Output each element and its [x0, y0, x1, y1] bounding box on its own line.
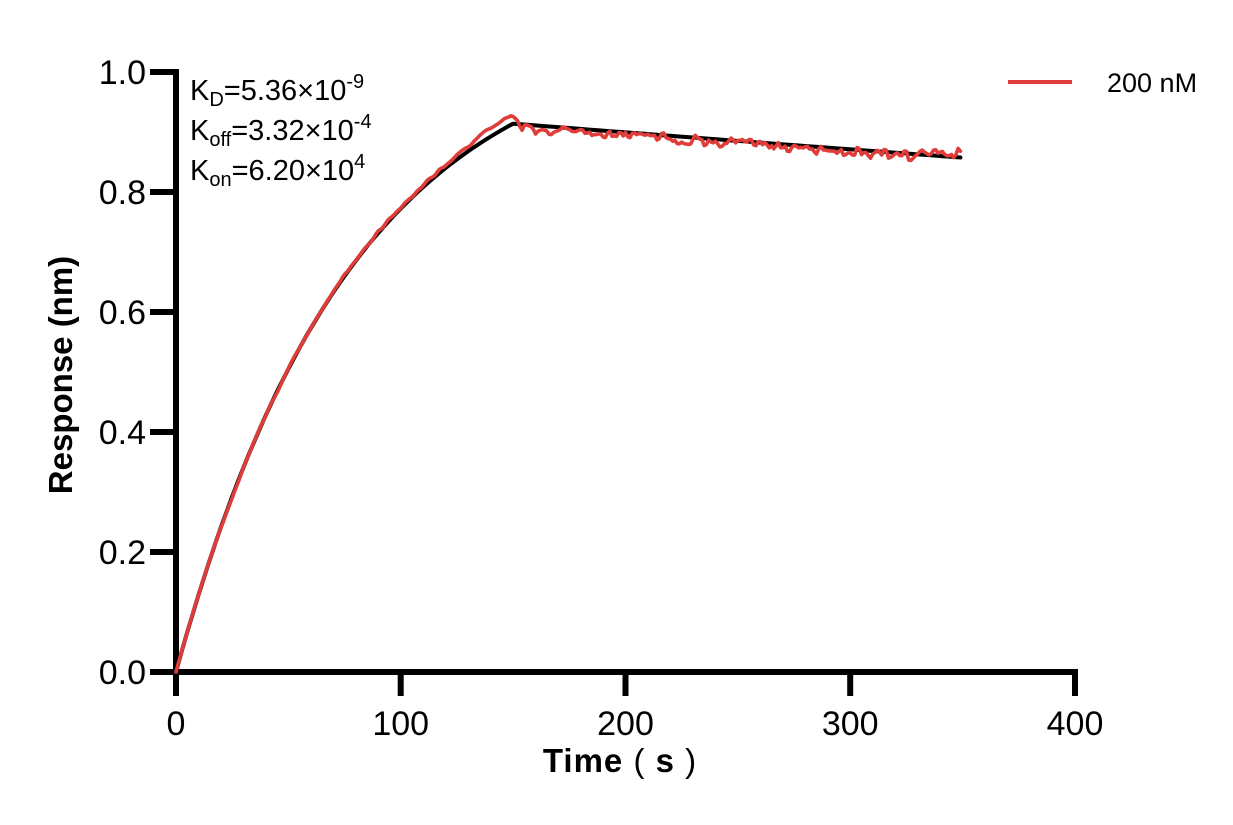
svg-text:Response (nm): Response (nm) — [42, 256, 79, 494]
svg-text:Koff=3.32×10-4: Koff=3.32×10-4 — [190, 111, 372, 151]
svg-text:Kon=6.20×104: Kon=6.20×104 — [190, 151, 365, 191]
svg-text:300: 300 — [822, 705, 879, 743]
svg-text:Time ( s ): Time ( s ) — [543, 742, 697, 779]
svg-text:200: 200 — [597, 705, 654, 743]
svg-text:200 nM: 200 nM — [1107, 68, 1197, 98]
svg-text:0: 0 — [167, 705, 186, 743]
svg-text:KD=5.36×10-9: KD=5.36×10-9 — [190, 71, 364, 111]
svg-text:1.0: 1.0 — [99, 54, 146, 92]
svg-text:0.0: 0.0 — [99, 654, 146, 692]
svg-text:0.2: 0.2 — [99, 534, 146, 572]
svg-text:400: 400 — [1047, 705, 1104, 743]
svg-text:0.4: 0.4 — [99, 414, 146, 452]
svg-text:100: 100 — [372, 705, 429, 743]
svg-text:0.8: 0.8 — [99, 174, 146, 212]
svg-text:0.6: 0.6 — [99, 294, 146, 332]
